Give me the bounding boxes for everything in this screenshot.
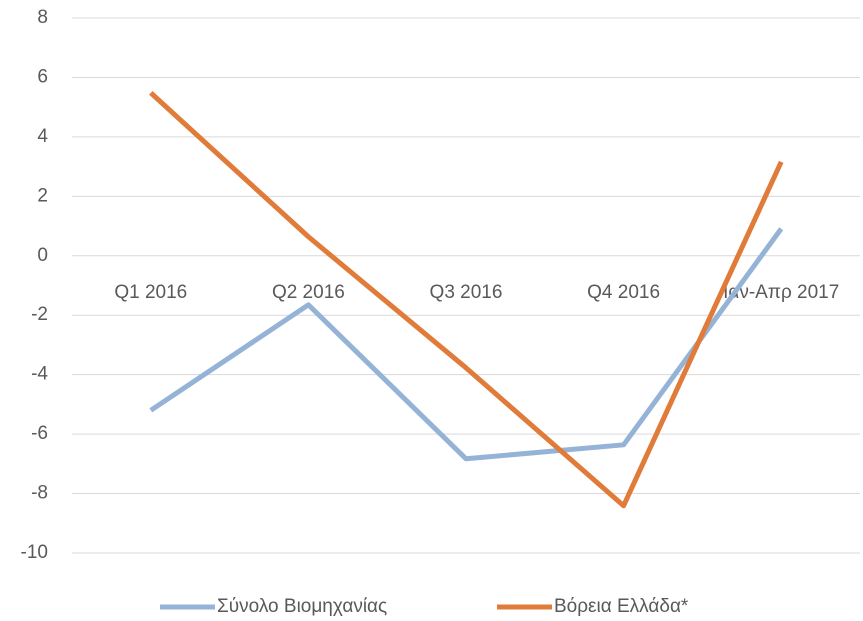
y-tick-label: 4 (37, 126, 48, 147)
y-tick-label: 6 (37, 66, 48, 87)
y-tick-label: -2 (31, 304, 48, 325)
x-tick-label: Q1 2016 (114, 282, 187, 303)
y-tick-label: -6 (31, 423, 48, 444)
legend-label: Σύνολο Βιομηχανίας (217, 596, 387, 617)
y-tick-label: -4 (31, 364, 48, 385)
y-tick-label: 0 (37, 245, 48, 266)
x-tick-label: Q2 2016 (272, 282, 345, 303)
x-tick-label: Q4 2016 (587, 282, 660, 303)
line-series (149, 227, 784, 462)
x-tick-label: Q3 2016 (430, 282, 503, 303)
x-tick-label: Ιαν-Απρ 2017 (723, 282, 839, 303)
y-tick-label: 2 (37, 185, 48, 206)
y-tick-label: -10 (21, 542, 48, 563)
line-series (149, 91, 784, 509)
y-tick-label: 8 (37, 7, 48, 28)
y-tick-label: -8 (31, 483, 48, 504)
legend-label: Βόρεια Ελλάδα* (554, 596, 689, 617)
